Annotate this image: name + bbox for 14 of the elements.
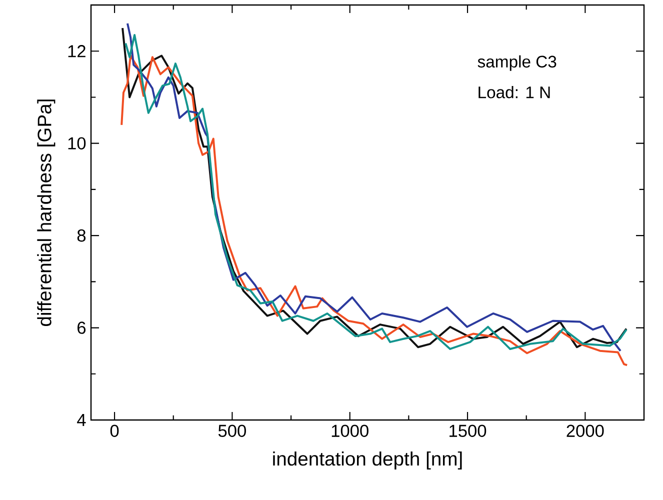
y-tick-label: 8 [77,229,86,242]
y-tick-label: 10 [68,137,86,150]
x-tick-label: 1500 [450,424,486,437]
annotation: Load: 1 N [478,86,550,98]
y-tick-label: 6 [78,322,86,334]
x-tick-label: 0 [110,424,119,437]
y-axis-title: differential hardness [GPa] [37,100,56,326]
y-tick-label: 12 [68,45,86,58]
y-tick-label: 4 [77,414,86,426]
annotation: sample C3 [478,55,556,71]
x-tick-label: 500 [218,424,246,437]
x-axis-title: indentation depth [nm] [273,451,462,470]
x-tick-label: 2000 [566,424,604,437]
x-tick-label: 1000 [332,424,368,437]
